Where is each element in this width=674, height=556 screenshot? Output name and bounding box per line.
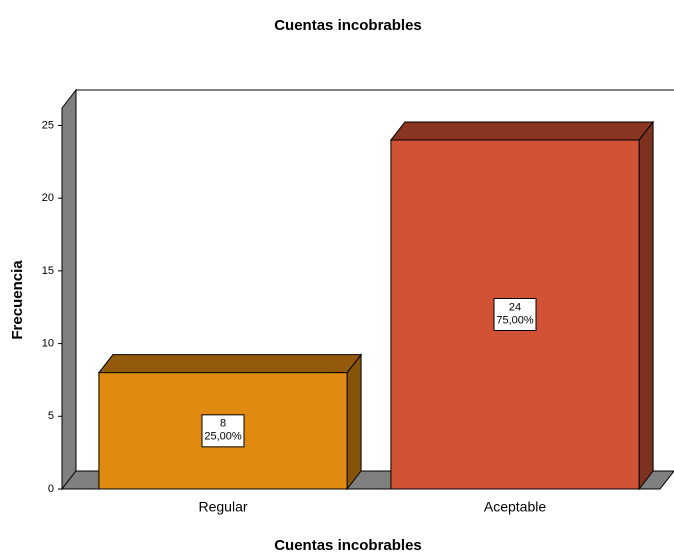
y-tick-label: 15: [42, 265, 54, 277]
y-tick-label: 10: [42, 337, 54, 349]
y-tick-label: 0: [48, 483, 54, 495]
bar-side: [346, 353, 362, 491]
bar-top: [389, 121, 655, 141]
bar-side: [638, 120, 654, 491]
chart-title: Cuentas incobrables: [274, 17, 422, 34]
y-axis-label: Frecuencia: [9, 260, 26, 340]
data-label-percent: 25,00%: [204, 431, 242, 443]
x-axis-label: Cuentas incobrables: [274, 537, 422, 554]
data-label: 24: [509, 301, 521, 313]
data-label-box: [493, 297, 537, 331]
y-tick-label: 5: [48, 410, 54, 422]
x-tick-label: Aceptable: [484, 499, 546, 515]
x-tick-label: Regular: [198, 499, 247, 515]
left-wall: [61, 88, 77, 491]
back-wall-frame: [75, 89, 674, 471]
y-tick-label: 20: [42, 192, 54, 204]
data-label-percent: 75,00%: [496, 314, 534, 326]
bar-top: [97, 354, 363, 374]
y-tick-label: 25: [42, 119, 54, 131]
data-label: 8: [220, 418, 226, 430]
data-label-box: [201, 414, 245, 448]
